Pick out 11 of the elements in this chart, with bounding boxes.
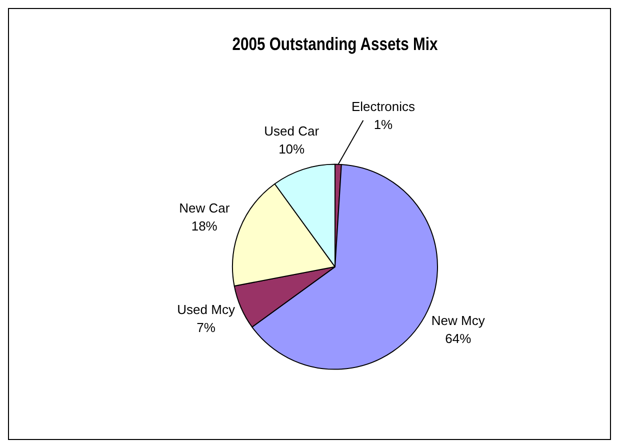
data-label: 10% <box>278 141 306 156</box>
data-label: 1% <box>374 116 394 132</box>
data-label: 64% <box>445 331 472 346</box>
slice-label: Used Car <box>264 123 320 138</box>
slice-label: New Car <box>179 200 230 216</box>
slice-label: Electronics <box>351 98 416 114</box>
data-label: 7% <box>196 320 216 335</box>
slice-label: New Mcy <box>431 313 486 328</box>
slice-label: Used Mcy <box>177 302 236 317</box>
chart-title: 2005 Outstanding Assets Mix <box>232 34 438 54</box>
data-label: 18% <box>191 218 218 234</box>
